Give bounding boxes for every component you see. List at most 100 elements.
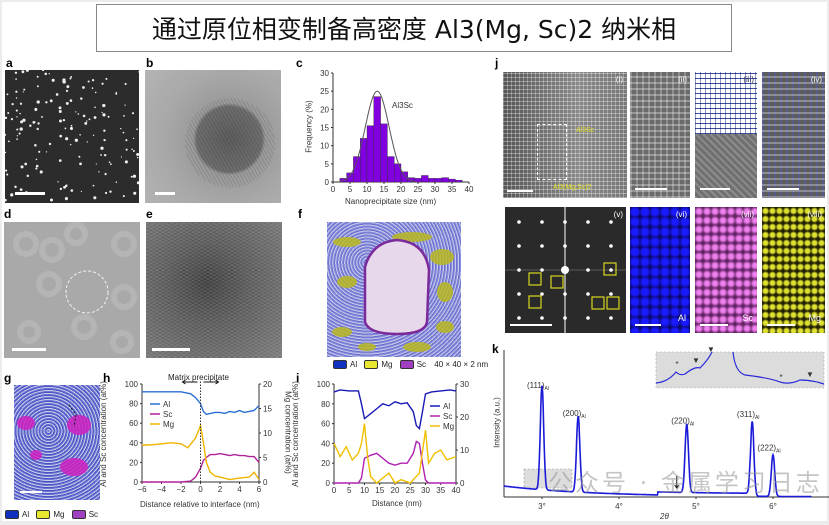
chart-k-ylabel: Intensity (a.u.) [492, 397, 502, 448]
sub-label-i: (i) [615, 75, 623, 84]
precipitate-dot [95, 163, 97, 165]
precipitate-dot [124, 160, 128, 164]
precipitate-dot [105, 77, 108, 80]
precipitate-dot [79, 134, 81, 136]
chart-h-y-tick-label: 20 [129, 458, 138, 467]
chart-i-x-tick-label: 30 [421, 486, 430, 495]
precipitate-dot [74, 138, 79, 142]
precipitate-dot [98, 171, 100, 173]
fft-spot [540, 244, 544, 248]
chart-h-x-tick-label: 2 [218, 485, 223, 494]
precipitate-dot [136, 181, 139, 185]
precipitate-dot [48, 142, 52, 146]
precipitate-dot [36, 75, 39, 78]
scale-bar [635, 188, 667, 190]
panel-label-c: c [296, 56, 303, 70]
precipitate-dot [122, 195, 125, 198]
chart-i-y-tick-label: 60 [321, 420, 330, 429]
precipitate-dot [115, 91, 117, 94]
series-line-al [142, 391, 260, 416]
precipitate-dot [15, 78, 17, 80]
precipitate-dot [93, 196, 97, 200]
precipitate-dot [91, 79, 95, 82]
precipitate-dot [94, 106, 96, 109]
precipitate-dot [115, 181, 118, 183]
precipitate-dot [136, 152, 139, 156]
superlattice-spot-box [550, 275, 564, 289]
scale-bar [152, 348, 190, 351]
precipitate-dot [35, 164, 39, 168]
precipitate-dot [5, 133, 7, 136]
fft-spot [609, 268, 613, 272]
chart-i-y-tick-label: 20 [321, 459, 330, 468]
fft-spot [517, 244, 521, 248]
precipitate-dot [104, 172, 107, 176]
precipitate-dot [19, 188, 23, 191]
peak-label-111: (111)Al [527, 381, 549, 392]
precipitate-dot [5, 169, 8, 172]
panel-label-b: b [146, 56, 154, 70]
fft-spot [540, 220, 544, 224]
phase-label-al3mgsc2: Al3(Mg,Sc)2 [553, 184, 592, 191]
precipitate-dot [5, 151, 7, 154]
chart-i-ylabel: Al and Sc concentration (at%) [291, 381, 300, 487]
image-j-i-haadf: Al3Sc Al3(Mg,Sc)2 (i) [503, 72, 627, 198]
precipitate-dot [6, 173, 9, 176]
precipitate-dot [84, 121, 88, 125]
legend-label-mg: Mg [163, 420, 174, 429]
image-j-iv: (iv) [762, 72, 825, 198]
legend-swatch-sc [71, 510, 86, 520]
series-line-sc [334, 440, 456, 484]
chart-h-x-tick-label: −4 [157, 485, 167, 494]
sub-label-ii: (ii) [678, 75, 687, 84]
chart-h-y2-tick-label: 5 [263, 454, 268, 463]
precipitate-dot [59, 134, 63, 138]
panel-label-j: j [495, 56, 499, 70]
precipitate-dot [100, 154, 102, 156]
histogram-bar [380, 123, 388, 183]
arrow-marker: ▼ [707, 345, 715, 354]
matrix-arrow [181, 379, 198, 385]
precipitate-dot [59, 187, 63, 191]
image-e-hrtem [146, 222, 282, 358]
superlattice-spot-box [603, 262, 617, 276]
precipitate-dot [70, 189, 74, 192]
lattice-fringes [185, 98, 275, 188]
chart-i-x-tick-label: 15 [375, 486, 384, 495]
precipitate-dot [36, 127, 39, 131]
precipitate-dot [104, 191, 108, 195]
precipitate-dot [14, 71, 18, 74]
panel-label-f: f [298, 207, 302, 221]
precipitate-dot [122, 131, 125, 134]
superlattice-spot-box [606, 296, 620, 310]
selection-box [537, 124, 567, 180]
precipitate-dot [22, 118, 26, 122]
chart-c-x-tick-label: 0 [331, 185, 336, 194]
precipitate-dot [59, 119, 62, 123]
legend-label-al: Al [163, 400, 170, 409]
chart-i-x-tick-label: 40 [452, 486, 461, 495]
sub-label-vi: (vi) [675, 210, 687, 219]
precipitate-dot [15, 97, 18, 99]
precipitate-arrow [203, 379, 220, 385]
precipitate-dot [79, 162, 82, 166]
chart-h-y-tick-label: 100 [125, 380, 139, 389]
scale-bar [20, 491, 42, 493]
panel-label-d: d [4, 207, 12, 221]
precipitate-dot [45, 101, 48, 104]
precipitate-dot [125, 139, 128, 142]
precipitate-dot [55, 93, 59, 96]
chart-h-x-tick-label: 6 [257, 485, 262, 494]
precipitate-dot [133, 191, 137, 195]
chart-i-x-tick-label: 5 [347, 486, 352, 495]
precipitate-dot [138, 71, 139, 73]
fft-spot [609, 244, 613, 248]
legend-label-mg: Mg [443, 422, 454, 431]
precipitate-dot [80, 190, 83, 193]
chart-c-x-tick-label: 5 [348, 185, 353, 194]
precipitate-dot [34, 121, 36, 123]
element-label-mg: Mg [808, 313, 821, 323]
precipitate-dot [21, 70, 25, 74]
precipitate-dot [115, 92, 118, 95]
precipitate-dot [132, 174, 137, 178]
